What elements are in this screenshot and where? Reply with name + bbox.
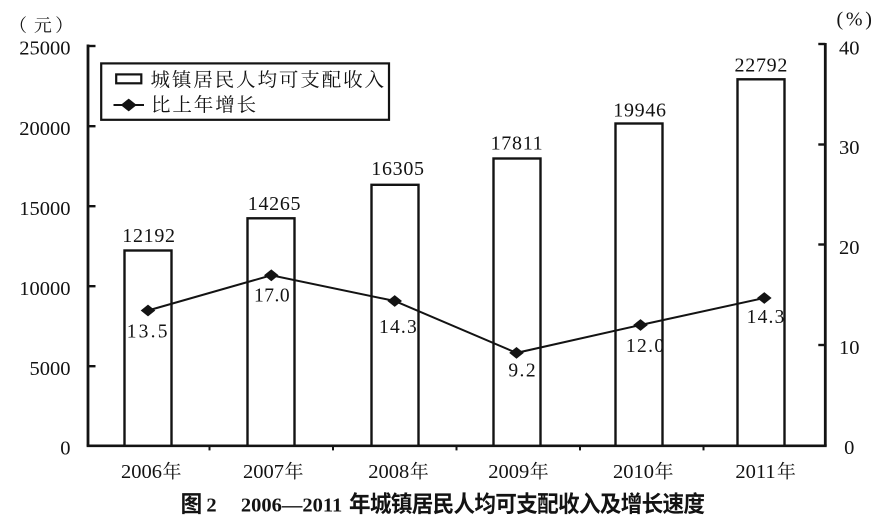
svg-text:0: 0 <box>844 437 854 459</box>
svg-text:2006: 2006 <box>121 461 162 483</box>
svg-text:30: 30 <box>839 137 860 159</box>
svg-text:19946: 19946 <box>613 100 667 122</box>
svg-text:2: 2 <box>206 494 216 516</box>
svg-text:2010: 2010 <box>613 461 654 483</box>
svg-text:2008: 2008 <box>368 461 409 483</box>
svg-text:2011: 2011 <box>735 461 775 483</box>
svg-text:25000: 25000 <box>19 38 70 60</box>
svg-text:0: 0 <box>60 438 70 460</box>
svg-text:12192: 12192 <box>122 225 176 247</box>
svg-text:2009: 2009 <box>488 461 529 483</box>
svg-text:16305: 16305 <box>371 158 425 180</box>
svg-text:10000: 10000 <box>19 278 70 300</box>
svg-text:5000: 5000 <box>30 358 71 380</box>
svg-text:22792: 22792 <box>735 54 789 76</box>
svg-text:17.0: 17.0 <box>254 286 290 307</box>
svg-text:(%): (%) <box>837 9 875 31</box>
svg-text:12.0: 12.0 <box>626 336 666 357</box>
svg-text:10: 10 <box>839 337 860 359</box>
svg-text:15000: 15000 <box>19 198 70 220</box>
svg-text:2007: 2007 <box>243 461 284 483</box>
svg-text:14265: 14265 <box>248 193 302 215</box>
svg-text:40: 40 <box>839 37 860 59</box>
svg-text:20000: 20000 <box>19 118 70 140</box>
svg-text:2006—2011: 2006—2011 <box>241 494 342 516</box>
svg-text:9.2: 9.2 <box>508 360 537 381</box>
svg-text:14.3: 14.3 <box>747 307 786 328</box>
svg-text:14.3: 14.3 <box>379 317 418 338</box>
svg-text:20: 20 <box>839 237 860 259</box>
svg-text:17811: 17811 <box>491 133 544 155</box>
svg-text:13.5: 13.5 <box>127 322 170 343</box>
